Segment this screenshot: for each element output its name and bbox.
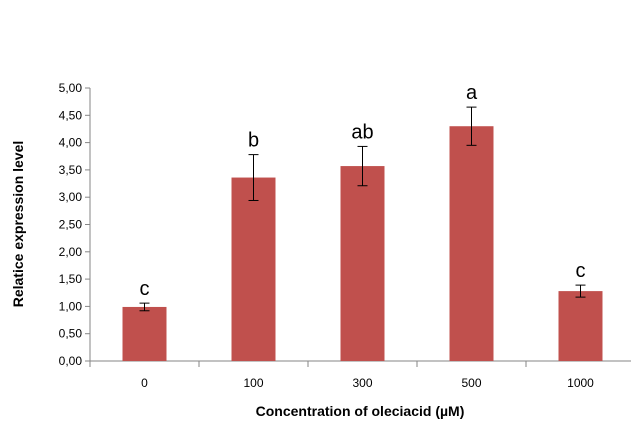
- bar: [340, 166, 385, 361]
- y-tick-label: 1,50: [59, 272, 83, 286]
- error-bars: [139, 106, 586, 312]
- bar: [231, 177, 276, 361]
- y-tick-label: 0,50: [59, 327, 83, 341]
- significance-labels: c b ab a c: [140, 82, 586, 300]
- significance-letter: c: [576, 260, 586, 282]
- x-axis-title: Concentration of oleciacid (µM): [256, 403, 465, 419]
- x-tick-label: 0: [141, 376, 148, 390]
- y-tick-label: 2,00: [59, 245, 83, 259]
- y-tick-label: 3,50: [59, 163, 83, 177]
- y-tick-label: 1,00: [59, 299, 83, 313]
- significance-letter: ab: [351, 121, 373, 143]
- y-tick-label: 0,00: [59, 354, 83, 368]
- bars: [122, 126, 603, 361]
- significance-letter: c: [140, 278, 150, 300]
- y-tick-label: 4,50: [59, 108, 83, 122]
- y-tick-label: 3,00: [59, 190, 83, 204]
- x-tick-label: 100: [243, 376, 263, 390]
- bar: [122, 306, 167, 361]
- x-tick-label: 300: [352, 376, 372, 390]
- significance-letter: b: [248, 130, 259, 152]
- x-tick-label: 1000: [567, 376, 594, 390]
- x-tick-label: 500: [461, 376, 481, 390]
- y-axis-title: Relatice expression level: [10, 141, 26, 308]
- significance-letter: a: [466, 82, 478, 104]
- bar: [558, 291, 603, 361]
- y-tick-label: 2,50: [59, 218, 83, 232]
- y-tick-label: 4,00: [59, 136, 83, 150]
- bar: [449, 126, 494, 361]
- x-axis: 0 100 300 500 1000: [89, 360, 631, 390]
- y-axis: 0,00 0,50 1,00 1,50 2,00 2,50 3,00 3,50 4,00 4,50…: [59, 81, 91, 368]
- y-tick-label: 5,00: [59, 81, 83, 95]
